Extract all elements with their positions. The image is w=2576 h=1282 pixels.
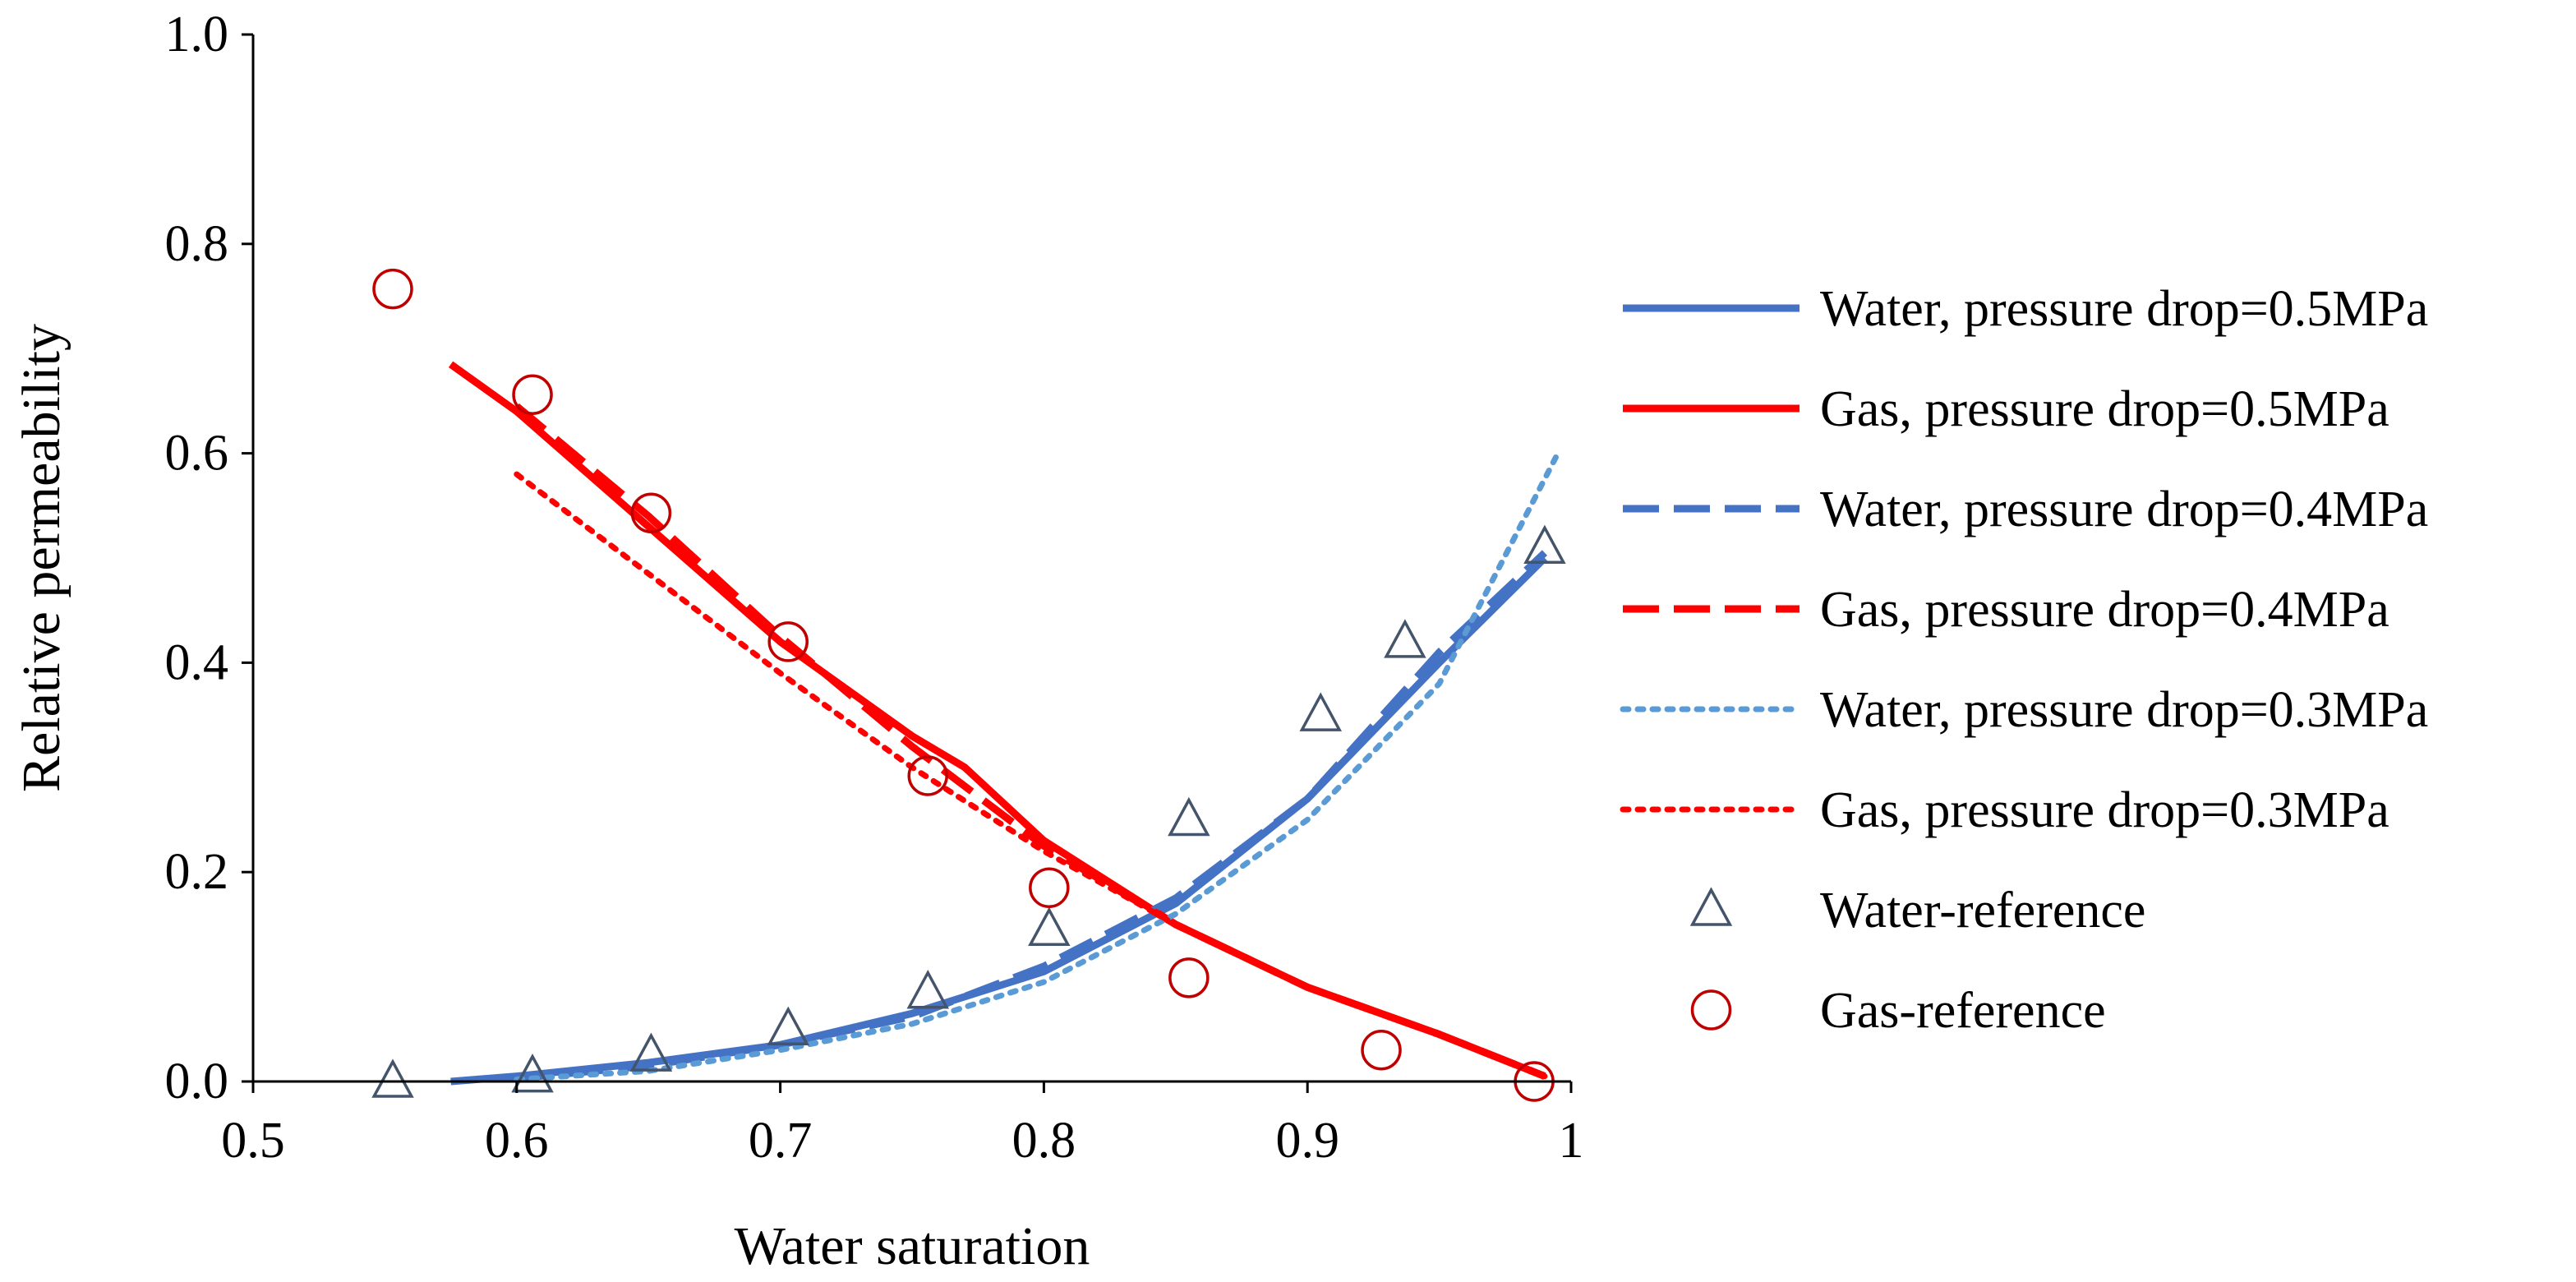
- y-tick-label: 0.6: [165, 426, 229, 482]
- legend-swatch: [1689, 887, 1733, 926]
- legend-item: Water-reference: [1689, 883, 2145, 938]
- legend-label: Water, pressure drop=0.3MPa: [1820, 682, 2428, 738]
- legend-item: Water, pressure drop=0.3MPa: [1620, 682, 2428, 738]
- series-7: [372, 268, 1555, 1102]
- y-tick-label: 1.0: [165, 7, 229, 62]
- axes: 0.5 0.6 0.7 0.8 0.9 1 0.0 0.2 0.4 0.6 0.8 1.0: [165, 7, 1584, 1169]
- legend-label: Gas, pressure drop=0.3MPa: [1820, 782, 2389, 838]
- data-point-triangle: [511, 1053, 554, 1093]
- x-tick-label: 0.6: [485, 1113, 549, 1169]
- series-line: [514, 450, 1561, 1082]
- legend-swatch: [1690, 989, 1732, 1031]
- series-5: [514, 471, 1548, 1080]
- legend-item: Gas, pressure drop=0.4MPa: [1623, 582, 2389, 638]
- data-point-circle: [630, 492, 672, 533]
- legend-item: Gas-reference: [1690, 983, 2106, 1039]
- series-4: [514, 450, 1561, 1082]
- legend: Water, pressure drop=0.5MPa Gas, pressure…: [1620, 281, 2428, 1039]
- legend-item: Gas, pressure drop=0.3MPa: [1620, 782, 2389, 838]
- legend-label: Water-reference: [1820, 883, 2145, 938]
- data-point-triangle: [1299, 692, 1342, 731]
- series-2: [516, 550, 1548, 1082]
- data-point-circle: [372, 268, 413, 310]
- data-point-triangle: [371, 1058, 414, 1098]
- data-point-triangle: [1384, 619, 1426, 658]
- x-axis-title: Water saturation: [735, 1216, 1090, 1276]
- data-point-triangle: [1523, 524, 1566, 565]
- data-point-circle: [767, 621, 809, 662]
- y-axis-title: Relative permeability: [12, 324, 71, 792]
- x-tick-label: 0.7: [749, 1113, 813, 1169]
- plot-area: [371, 268, 1566, 1102]
- data-point-triangle: [1028, 906, 1071, 947]
- x-tick-label: 1: [1559, 1113, 1584, 1169]
- data-point-triangle: [906, 970, 949, 1009]
- data-point-triangle: [767, 1006, 809, 1046]
- data-point-triangle: [629, 1032, 673, 1072]
- y-tick-label: 0.2: [165, 844, 229, 900]
- y-ticks: 0.0 0.2 0.4 0.6 0.8 1.0: [165, 7, 253, 1109]
- x-tick-label: 0.8: [1012, 1113, 1076, 1169]
- legend-item: Gas, pressure drop=0.5MPa: [1623, 381, 2389, 437]
- x-ticks: 0.5 0.6 0.7 0.8 0.9 1: [221, 1081, 1584, 1169]
- series-line: [516, 550, 1548, 1082]
- x-tick-label: 0.9: [1275, 1113, 1339, 1169]
- y-tick-label: 0.4: [165, 634, 229, 690]
- legend-label: Water, pressure drop=0.4MPa: [1820, 482, 2428, 537]
- data-point-circle: [1168, 957, 1210, 998]
- data-point-circle: [512, 374, 553, 416]
- legend-item: Water, pressure drop=0.4MPa: [1623, 482, 2428, 537]
- x-tick-label: 0.5: [221, 1113, 285, 1169]
- y-tick-label: 0.8: [165, 216, 229, 272]
- data-point-circle: [1029, 867, 1070, 909]
- legend-label: Gas, pressure drop=0.5MPa: [1820, 381, 2389, 437]
- y-tick-label: 0.0: [165, 1054, 229, 1109]
- series-line: [514, 471, 1548, 1080]
- data-point-circle: [907, 755, 948, 796]
- data-point-circle: [1361, 1030, 1402, 1071]
- series-6: [371, 524, 1566, 1098]
- data-point-triangle: [1168, 796, 1210, 837]
- legend-label: Gas, pressure drop=0.4MPa: [1820, 582, 2389, 638]
- legend-item: Water, pressure drop=0.5MPa: [1623, 281, 2428, 337]
- legend-label: Gas-reference: [1820, 983, 2106, 1039]
- legend-label: Water, pressure drop=0.5MPa: [1820, 281, 2428, 337]
